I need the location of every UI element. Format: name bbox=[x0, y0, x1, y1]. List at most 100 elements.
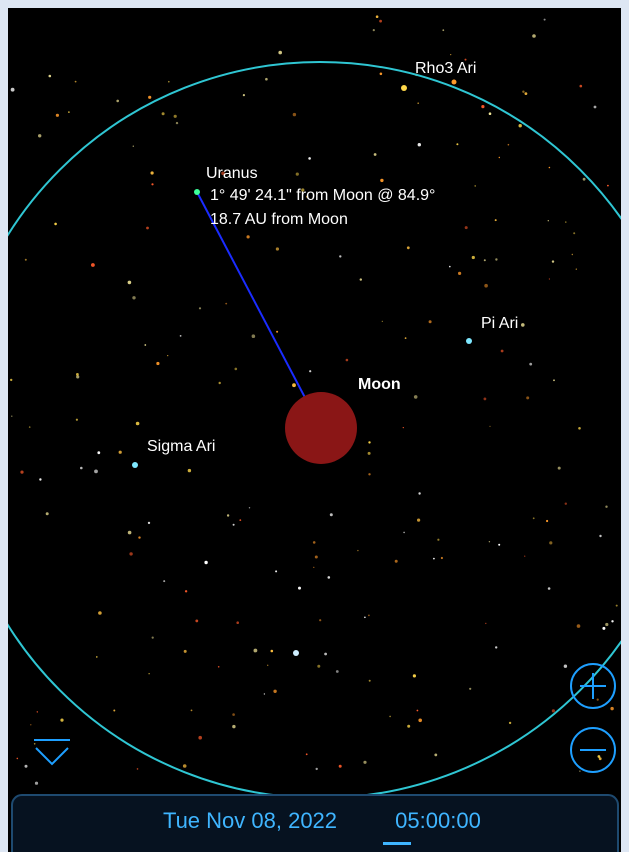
star bbox=[616, 605, 618, 607]
star bbox=[113, 710, 115, 712]
star bbox=[17, 758, 19, 760]
star bbox=[195, 620, 198, 623]
star bbox=[306, 753, 308, 755]
star bbox=[319, 619, 321, 621]
star bbox=[380, 73, 383, 76]
star bbox=[485, 623, 486, 624]
star bbox=[324, 653, 327, 656]
star bbox=[368, 452, 371, 455]
star bbox=[10, 379, 12, 381]
star bbox=[144, 344, 146, 346]
star bbox=[35, 782, 38, 785]
star bbox=[403, 427, 404, 428]
star bbox=[498, 544, 500, 546]
star bbox=[180, 335, 182, 337]
star bbox=[167, 355, 168, 356]
star bbox=[316, 768, 318, 770]
star bbox=[46, 512, 49, 515]
moon[interactable] bbox=[285, 392, 357, 464]
star bbox=[278, 51, 282, 55]
star bbox=[308, 157, 311, 160]
star bbox=[579, 771, 580, 772]
star bbox=[594, 106, 597, 109]
star bbox=[37, 711, 38, 712]
star bbox=[413, 674, 416, 677]
star bbox=[611, 620, 613, 622]
star bbox=[374, 153, 377, 156]
uranus[interactable] bbox=[194, 189, 200, 195]
star bbox=[495, 219, 497, 221]
star bbox=[137, 768, 139, 770]
star bbox=[232, 725, 235, 728]
star bbox=[119, 451, 122, 454]
star bbox=[599, 535, 601, 537]
star bbox=[578, 427, 581, 430]
star bbox=[418, 143, 421, 146]
star bbox=[548, 587, 551, 590]
star bbox=[98, 611, 102, 615]
star bbox=[552, 260, 554, 262]
star bbox=[403, 532, 405, 534]
star bbox=[549, 278, 550, 279]
star bbox=[198, 736, 202, 740]
star bbox=[602, 627, 605, 630]
date-field[interactable]: Tue Nov 08, 2022 bbox=[163, 808, 337, 833]
star bbox=[204, 561, 207, 564]
star bbox=[336, 670, 339, 673]
star bbox=[610, 707, 613, 710]
star bbox=[146, 227, 149, 230]
star bbox=[407, 246, 410, 249]
star bbox=[549, 167, 551, 169]
star[interactable] bbox=[132, 462, 138, 468]
star bbox=[29, 426, 31, 428]
star bbox=[484, 284, 488, 288]
star bbox=[11, 88, 15, 92]
star bbox=[293, 113, 296, 116]
star bbox=[151, 183, 153, 185]
star bbox=[605, 506, 607, 508]
star bbox=[151, 171, 154, 174]
star bbox=[573, 232, 575, 234]
star[interactable] bbox=[401, 85, 407, 91]
star bbox=[508, 144, 510, 146]
star bbox=[30, 724, 31, 725]
star bbox=[68, 111, 70, 113]
star bbox=[572, 254, 573, 255]
star bbox=[549, 541, 552, 544]
star bbox=[522, 91, 524, 93]
star bbox=[429, 320, 432, 323]
star bbox=[577, 624, 581, 628]
star bbox=[376, 15, 379, 18]
star bbox=[249, 507, 250, 508]
star bbox=[76, 373, 79, 376]
star bbox=[174, 115, 177, 118]
star[interactable] bbox=[452, 80, 457, 85]
star bbox=[395, 560, 398, 563]
star bbox=[149, 673, 150, 674]
time-cursor bbox=[383, 842, 411, 845]
star-label: Pi Ari bbox=[481, 315, 518, 332]
star bbox=[133, 146, 134, 147]
star[interactable] bbox=[293, 650, 299, 656]
star bbox=[580, 85, 583, 88]
time-field[interactable]: 05:00:00 bbox=[395, 808, 481, 833]
star bbox=[243, 94, 245, 96]
star bbox=[382, 321, 383, 322]
star bbox=[553, 379, 555, 381]
star bbox=[136, 422, 140, 426]
star bbox=[233, 524, 235, 526]
star bbox=[292, 383, 296, 387]
star bbox=[368, 615, 370, 617]
star bbox=[526, 396, 529, 399]
star[interactable] bbox=[466, 338, 472, 344]
star bbox=[437, 539, 439, 541]
star bbox=[129, 552, 132, 555]
star bbox=[489, 426, 490, 427]
separation-label: 1° 49' 24.1" from Moon @ 84.9° bbox=[210, 187, 435, 204]
page: Rho3 Ari Uranus 1° 49' 24.1" from Moon @… bbox=[0, 0, 629, 852]
star bbox=[465, 226, 468, 229]
star-label: Sigma Ari bbox=[147, 438, 215, 455]
star bbox=[533, 517, 535, 519]
star bbox=[76, 375, 79, 378]
star bbox=[156, 362, 159, 365]
